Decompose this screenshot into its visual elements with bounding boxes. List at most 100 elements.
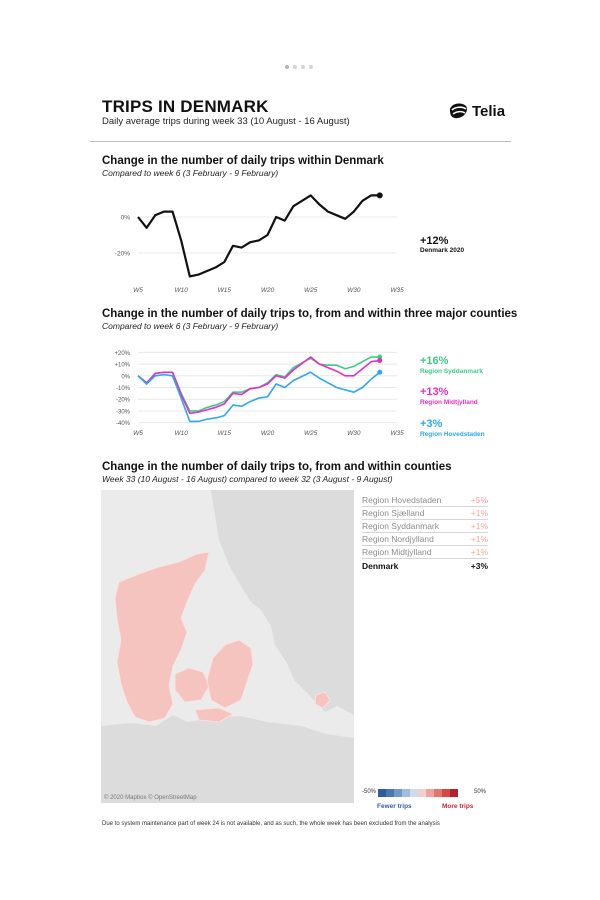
- chart-denmark-trips: 0% -20% W5 W10 W15 W20 W25 W30 W35 +12%Denmark 20…: [115, 192, 464, 294]
- y-tick-label: 0%: [121, 215, 131, 222]
- region-name: Region Sjælland: [362, 508, 425, 518]
- scale-swatch: [378, 789, 386, 797]
- x-tick-label: W25: [304, 287, 318, 294]
- region-name: Region Hovedstaden: [362, 495, 442, 505]
- x-tick-label: W5: [133, 430, 143, 437]
- carousel-dot-4[interactable]: [309, 65, 313, 69]
- scale-swatch: [386, 789, 394, 797]
- carousel-indicator[interactable]: [285, 65, 313, 69]
- y-tick-label: -30%: [116, 409, 131, 415]
- region-name: Region Midtjylland: [362, 547, 432, 557]
- lolland-island: [194, 707, 234, 723]
- page-title: TRIPS IN DENMARK: [102, 97, 269, 116]
- y-tick-label: -20%: [115, 251, 130, 258]
- map-title: Change in the number of daily trips to, …: [102, 461, 452, 473]
- y-tick-label: 0%: [121, 374, 130, 380]
- scale-swatch: [418, 789, 426, 797]
- annotation-value: +12%: [420, 235, 449, 247]
- x-tick-label: W20: [261, 430, 275, 437]
- x-tick-label: W35: [390, 430, 404, 437]
- sweden-landmass: [211, 490, 354, 715]
- x-tick-label: W35: [390, 287, 404, 294]
- x-tick-label: W10: [174, 430, 188, 437]
- region-value: +1%: [470, 534, 488, 544]
- map-credit[interactable]: © 2020 Mapbox © OpenStreetMap: [104, 795, 197, 801]
- telia-logo: Telia: [447, 101, 505, 121]
- series-label-value: +16%: [420, 355, 449, 367]
- table-row: Region Nordjylland +1%: [362, 533, 488, 546]
- x-tick-label: W15: [218, 430, 232, 437]
- series-label-name: Region Hovedstaden: [420, 431, 485, 438]
- region-name: Region Nordjylland: [362, 534, 434, 544]
- carousel-dot-1[interactable]: [285, 65, 289, 69]
- scale-swatch: [450, 789, 458, 797]
- fewer-trips-label: Fewer trips: [377, 803, 412, 810]
- chart2-subtitle: Compared to week 6 (3 February - 9 Febru…: [102, 321, 279, 331]
- annotation-label: Denmark 2020: [420, 247, 464, 254]
- y-tick-label: -20%: [116, 398, 131, 404]
- zealand-island: [206, 639, 254, 709]
- y-tick-label: +10%: [114, 363, 130, 369]
- x-tick-label: W30: [347, 287, 361, 294]
- y-tick-label: -40%: [116, 421, 131, 427]
- series-line-0: [137, 356, 380, 412]
- scale-swatch: [442, 789, 450, 797]
- funen-island: [174, 667, 210, 703]
- x-tick-label: W30: [347, 430, 361, 437]
- y-tick-label: -10%: [116, 386, 131, 392]
- chart1-subtitle: Compared to week 6 (3 February - 9 Febru…: [102, 168, 279, 178]
- map-subtitle: Week 33 (10 August - 16 August) compared…: [102, 474, 393, 484]
- series-label-name: Region Midtjylland: [420, 399, 478, 406]
- bornholm-island: [314, 691, 331, 709]
- series-endpoint-0: [376, 192, 383, 199]
- x-tick-label: W5: [133, 287, 143, 294]
- jutland-region: [114, 551, 210, 723]
- total-name: Denmark: [362, 561, 399, 571]
- table-row: Region Syddanmark +1%: [362, 520, 488, 533]
- region-value: +5%: [470, 495, 488, 505]
- carousel-dot-3[interactable]: [301, 65, 305, 69]
- carousel-dot-2[interactable]: [293, 65, 297, 69]
- color-scale-bar: [378, 789, 458, 797]
- x-tick-label: W25: [304, 430, 318, 437]
- scale-swatch: [402, 789, 410, 797]
- chart1-title: Change in the number of daily trips with…: [102, 155, 384, 167]
- series-label-value: +13%: [420, 386, 449, 398]
- series-endpoint-0: [377, 354, 383, 360]
- germany-landmass: [101, 715, 354, 803]
- region-value: +1%: [470, 547, 488, 557]
- series-endpoint-2: [377, 369, 383, 375]
- map-shapes: [101, 490, 354, 803]
- scale-swatch: [394, 789, 402, 797]
- table-total-row: Denmark +3%: [362, 559, 488, 572]
- region-value: +1%: [470, 508, 488, 518]
- series-label-name: Region Syddanmark: [420, 368, 483, 375]
- scale-swatch: [434, 789, 442, 797]
- x-tick-label: W15: [218, 287, 232, 294]
- scale-swatch: [410, 789, 418, 797]
- region-table: Region Hovedstaden +5% Region Sjælland +…: [362, 494, 488, 572]
- more-trips-label: More trips: [442, 803, 474, 810]
- series-endpoint-1: [377, 358, 383, 364]
- chart-three-counties: +20% +10% 0% -10% -20% -30% -40%W5 W10 W15 W20 W25…: [114, 351, 485, 438]
- scale-min-label: -50%: [362, 789, 377, 795]
- region-value: +1%: [470, 521, 488, 531]
- scale-swatch: [426, 789, 434, 797]
- header-divider: [90, 141, 511, 142]
- y-tick-label: +20%: [114, 351, 130, 357]
- scale-max-label: 50%: [474, 789, 487, 795]
- table-row: Region Hovedstaden +5%: [362, 494, 488, 507]
- telia-pebble-icon: [449, 103, 468, 119]
- page-subtitle: Daily average trips during week 33 (10 A…: [102, 116, 350, 127]
- total-value: +3%: [470, 561, 488, 571]
- series-label-value: +3%: [420, 418, 443, 430]
- logo-text: Telia: [472, 102, 506, 120]
- x-tick-label: W10: [174, 287, 188, 294]
- denmark-map[interactable]: © 2020 Mapbox © OpenStreetMap: [101, 490, 354, 803]
- table-row: Region Sjælland +1%: [362, 507, 488, 520]
- chart2-title: Change in the number of daily trips to, …: [102, 308, 518, 320]
- table-row: Region Midtjylland +1%: [362, 546, 488, 559]
- region-name: Region Syddanmark: [362, 521, 440, 531]
- footnote: Due to system maintenance part of week 2…: [102, 821, 440, 827]
- x-tick-label: W20: [261, 287, 275, 294]
